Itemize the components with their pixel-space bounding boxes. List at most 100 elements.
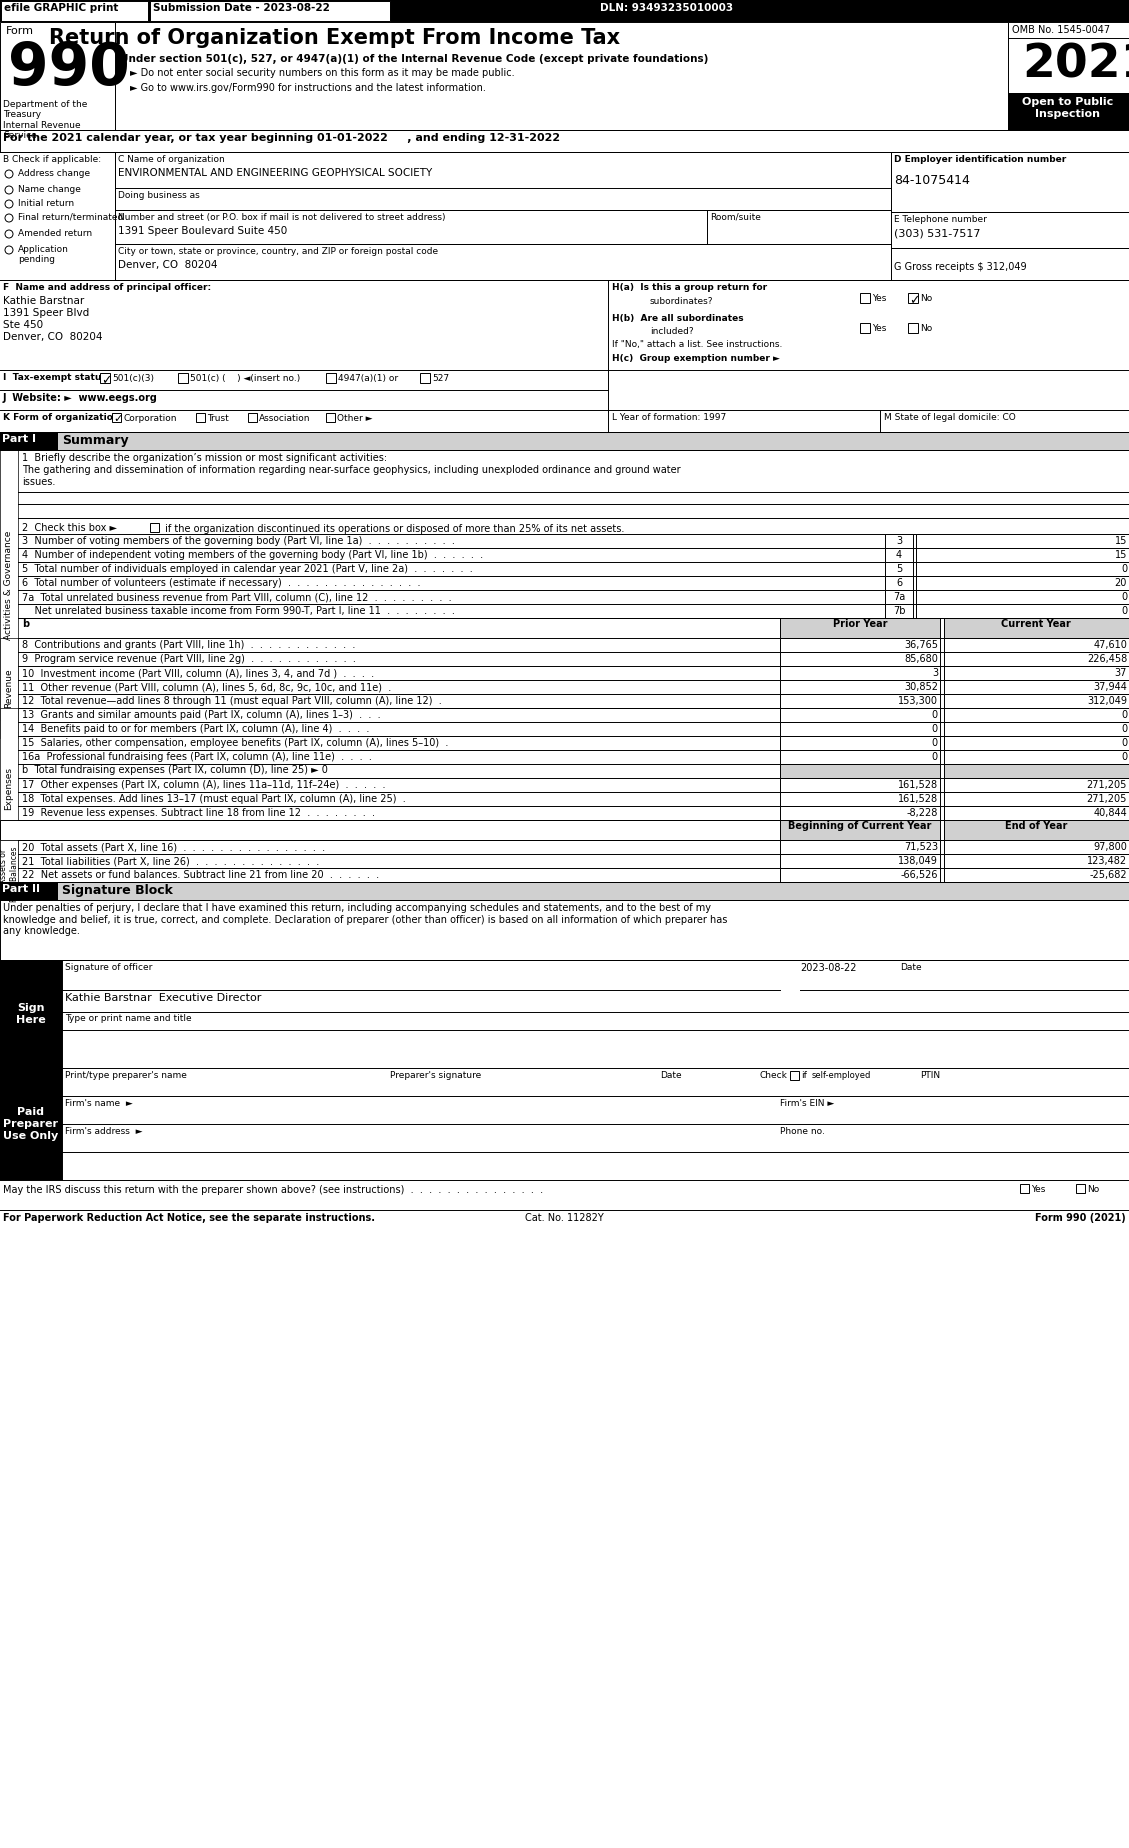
Text: 1  Briefly describe the organization’s mission or most significant activities:: 1 Briefly describe the organization’s mi… xyxy=(21,453,387,464)
Bar xyxy=(885,577,913,590)
Text: Number and street (or P.O. box if mail is not delivered to street address): Number and street (or P.O. box if mail i… xyxy=(119,213,446,222)
Bar xyxy=(100,373,110,383)
Bar xyxy=(1019,1185,1029,1194)
Bar xyxy=(0,22,115,129)
Text: No: No xyxy=(1087,1185,1100,1194)
Text: b  Total fundraising expenses (Part IX, column (D), line 25) ► 0: b Total fundraising expenses (Part IX, c… xyxy=(21,765,327,774)
Text: Phone no.: Phone no. xyxy=(780,1127,825,1137)
Text: 71,523: 71,523 xyxy=(904,843,938,852)
Text: efile GRAPHIC print: efile GRAPHIC print xyxy=(5,4,119,13)
Text: 0: 0 xyxy=(931,737,938,748)
Text: Net Assets or
Fund Balances: Net Assets or Fund Balances xyxy=(0,846,19,902)
Bar xyxy=(944,806,1129,821)
Bar xyxy=(0,881,58,900)
Text: 0: 0 xyxy=(931,724,938,734)
Text: 0: 0 xyxy=(931,710,938,721)
Bar xyxy=(0,432,58,451)
Bar xyxy=(780,821,940,841)
Bar xyxy=(196,412,205,421)
Bar xyxy=(0,0,1129,22)
Text: Ste 450: Ste 450 xyxy=(3,320,43,331)
Text: 15: 15 xyxy=(1114,536,1127,545)
Text: 36,765: 36,765 xyxy=(904,639,938,650)
Text: J  Website: ►  www.eegs.org: J Website: ► www.eegs.org xyxy=(3,394,158,403)
Text: Yes: Yes xyxy=(872,323,886,333)
Text: H(b)  Are all subordinates: H(b) Are all subordinates xyxy=(612,314,744,323)
Text: 4: 4 xyxy=(896,551,902,560)
Text: 11  Other revenue (Part VIII, column (A), lines 5, 6d, 8c, 9c, 10c, and 11e)  .: 11 Other revenue (Part VIII, column (A),… xyxy=(21,682,392,691)
Bar xyxy=(944,763,1129,778)
Text: May the IRS discuss this return with the preparer shown above? (see instructions: May the IRS discuss this return with the… xyxy=(3,1185,543,1196)
Text: Paid
Preparer
Use Only: Paid Preparer Use Only xyxy=(3,1107,59,1140)
Text: Net unrelated business taxable income from Form 990-T, Part I, line 11  .  .  . : Net unrelated business taxable income fr… xyxy=(21,606,455,615)
Text: Summary: Summary xyxy=(62,434,129,447)
Text: Doing business as: Doing business as xyxy=(119,190,200,200)
Bar xyxy=(780,736,940,750)
Text: 3: 3 xyxy=(896,536,902,545)
Bar xyxy=(1008,22,1129,129)
Bar xyxy=(150,523,159,532)
Text: D Employer identification number: D Employer identification number xyxy=(894,155,1066,164)
Text: Kathie Barstnar  Executive Director: Kathie Barstnar Executive Director xyxy=(65,992,262,1003)
Text: Prior Year: Prior Year xyxy=(833,619,887,628)
Text: ✓: ✓ xyxy=(113,414,122,423)
Text: Date: Date xyxy=(660,1072,682,1079)
Bar xyxy=(178,373,189,383)
Bar xyxy=(1,2,148,20)
Text: Other ►: Other ► xyxy=(336,414,373,423)
Bar xyxy=(916,604,1129,617)
Text: Denver, CO  80204: Denver, CO 80204 xyxy=(119,261,218,270)
Text: 6: 6 xyxy=(896,578,902,588)
Text: 3  Number of voting members of the governing body (Part VI, line 1a)  .  .  .  .: 3 Number of voting members of the govern… xyxy=(21,536,455,545)
Bar xyxy=(916,549,1129,562)
Bar xyxy=(150,2,390,20)
Text: E Telephone number: E Telephone number xyxy=(894,214,987,224)
Text: Corporation: Corporation xyxy=(123,414,176,423)
Bar xyxy=(0,900,1129,959)
Bar xyxy=(790,1072,799,1079)
Text: B Check if applicable:: B Check if applicable: xyxy=(3,155,102,164)
Bar xyxy=(916,562,1129,577)
Bar xyxy=(944,821,1129,841)
Text: 30,852: 30,852 xyxy=(904,682,938,691)
Text: 22  Net assets or fund balances. Subtract line 21 from line 20  .  .  .  .  .  .: 22 Net assets or fund balances. Subtract… xyxy=(21,870,379,880)
Bar xyxy=(780,723,940,736)
Bar xyxy=(0,841,18,907)
Bar xyxy=(908,294,918,303)
Text: 312,049: 312,049 xyxy=(1087,697,1127,706)
Bar xyxy=(891,213,1129,248)
Bar xyxy=(885,562,913,577)
Text: Form: Form xyxy=(6,26,34,35)
Bar xyxy=(860,294,870,303)
Text: 2023-08-22: 2023-08-22 xyxy=(800,963,857,974)
Text: 5: 5 xyxy=(896,564,902,575)
Bar xyxy=(944,617,1129,638)
Bar xyxy=(916,534,1129,549)
Text: Check: Check xyxy=(760,1072,788,1079)
Text: 16a  Professional fundraising fees (Part IX, column (A), line 11e)  .  .  .  .: 16a Professional fundraising fees (Part … xyxy=(21,752,371,761)
Text: 990: 990 xyxy=(8,41,130,96)
Text: Current Year: Current Year xyxy=(1001,619,1071,628)
Bar xyxy=(0,708,18,870)
Text: 0: 0 xyxy=(1121,724,1127,734)
Text: ► Do not enter social security numbers on this form as it may be made public.: ► Do not enter social security numbers o… xyxy=(130,68,515,78)
Bar xyxy=(326,373,336,383)
Text: -25,682: -25,682 xyxy=(1089,870,1127,880)
Bar xyxy=(0,432,1129,451)
Text: 21  Total liabilities (Part X, line 26)  .  .  .  .  .  .  .  .  .  .  .  .  .  : 21 Total liabilities (Part X, line 26) .… xyxy=(21,856,320,867)
Text: Preparer's signature: Preparer's signature xyxy=(390,1072,481,1079)
Bar xyxy=(0,1210,1129,1231)
Text: For the 2021 calendar year, or tax year beginning 01-01-2022     , and ending 12: For the 2021 calendar year, or tax year … xyxy=(3,133,560,142)
Text: 226,458: 226,458 xyxy=(1087,654,1127,663)
Bar xyxy=(0,881,1129,900)
Text: 5  Total number of individuals employed in calendar year 2021 (Part V, line 2a) : 5 Total number of individuals employed i… xyxy=(21,564,473,575)
Bar xyxy=(860,323,870,333)
Bar xyxy=(780,638,940,652)
Bar xyxy=(780,854,940,869)
Text: 0: 0 xyxy=(1121,737,1127,748)
Text: 1391 Speer Blvd: 1391 Speer Blvd xyxy=(3,309,89,318)
Bar xyxy=(944,854,1129,869)
Text: 0: 0 xyxy=(931,752,938,761)
Text: 271,205: 271,205 xyxy=(1086,780,1127,789)
Bar xyxy=(944,736,1129,750)
